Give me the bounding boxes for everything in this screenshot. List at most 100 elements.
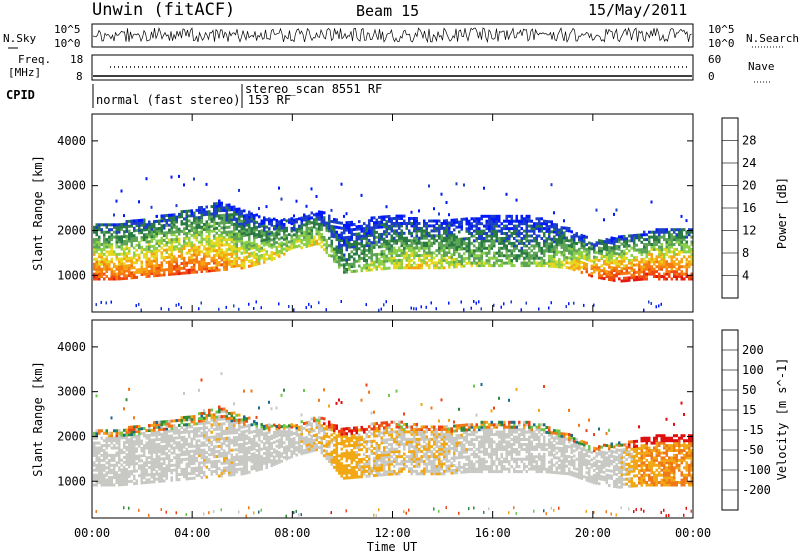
scatter-cell (105, 257, 108, 261)
scatter-cell (113, 436, 116, 440)
scatter-cell (313, 225, 316, 229)
scatter-cell (510, 249, 513, 253)
scatter-cell (415, 219, 418, 223)
scatter-cell (120, 267, 123, 271)
scatter-cell (623, 254, 626, 258)
scatter-cell (230, 468, 233, 472)
scatter-cell (113, 275, 116, 278)
scatter-cell (215, 221, 218, 225)
scatter-cell (645, 272, 648, 276)
scatter-cell (210, 269, 213, 273)
scatter-cell (450, 231, 453, 235)
scatter-cell (278, 230, 281, 234)
scatter-cell (143, 255, 146, 259)
scatter-cell (130, 271, 133, 275)
scatter-cell (480, 307, 482, 311)
scatter-cell (468, 241, 471, 245)
scatter-cell (675, 262, 678, 266)
scatter-cell (323, 235, 326, 239)
scatter-cell (128, 475, 131, 479)
scatter-cell (118, 252, 121, 256)
scatter-cell (113, 471, 116, 475)
scatter-cell (120, 478, 123, 482)
scatter-cell (208, 252, 211, 256)
scatter-cell (248, 254, 251, 258)
scatter-cell (145, 446, 148, 450)
scatter-cell (400, 229, 403, 233)
scatter-cell (103, 481, 106, 484)
scatter-cell (113, 446, 116, 450)
scatter-cell (485, 222, 488, 226)
scatter-cell (218, 422, 221, 426)
scatter-cell (595, 263, 598, 267)
scatter-cell (165, 231, 168, 235)
scatter-cell (235, 237, 238, 241)
scatter-cell (660, 255, 663, 259)
scatter-cell (400, 231, 403, 235)
scatter-cell (393, 224, 396, 228)
scatter-cell (505, 232, 508, 235)
scatter-cell (310, 211, 313, 215)
scatter-cell (378, 238, 381, 241)
scatter-cell (510, 300, 512, 304)
scatter-cell (205, 230, 208, 234)
scatter-cell (538, 244, 541, 248)
scatter-cell (228, 439, 231, 443)
scatter-cell (215, 251, 218, 255)
scatter-cell (108, 478, 111, 482)
scatter-cell (205, 242, 208, 246)
scatter-cell (128, 269, 131, 273)
scatter-cell (303, 238, 306, 242)
scatter-cell (223, 255, 226, 259)
scatter-cell (130, 219, 133, 223)
scatter-cell (373, 260, 376, 264)
scatter-cell (118, 458, 121, 462)
scatter-cell (163, 440, 166, 443)
scatter-cell (125, 264, 128, 268)
scatter-cell (433, 219, 436, 223)
scatter-cell (538, 222, 541, 226)
scatter-cell (153, 426, 156, 430)
scatter-cell (310, 221, 313, 225)
scatter-cell (133, 427, 136, 431)
scatter-cell (248, 264, 251, 268)
scatter-cell (420, 305, 422, 309)
scatter-cell (403, 251, 406, 255)
scatter-cell (513, 256, 516, 260)
scatter-cell (553, 225, 556, 229)
scatter-cell (375, 255, 378, 259)
scatter-cell (443, 236, 446, 240)
scatter-cell (370, 268, 373, 272)
scatter-cell (220, 219, 223, 222)
scatter-cell (678, 250, 681, 254)
scatter-cell (153, 445, 156, 449)
scatter-cell (223, 417, 226, 421)
scatter-cell (638, 273, 641, 276)
scatter-cell (438, 266, 441, 270)
scatter-cell (110, 228, 113, 232)
scatter-cell (305, 215, 308, 219)
scatter-cell (610, 236, 613, 240)
scatter-cell (218, 238, 221, 242)
scatter-cell (445, 258, 448, 262)
scatter-cell (255, 300, 257, 304)
scatter-cell (223, 414, 226, 418)
scatter-cell (215, 472, 218, 476)
scatter-cell (248, 426, 251, 430)
scatter-cell (470, 217, 473, 221)
scatter-cell (200, 257, 203, 261)
scatter-cell (355, 252, 358, 256)
scatter-cell (203, 255, 206, 258)
scatter-cell (175, 303, 177, 307)
scatter-cell (460, 247, 463, 251)
scatter-cell (448, 301, 450, 305)
scatter-cell (490, 232, 493, 235)
scatter-cell (118, 230, 121, 234)
scatter-cell (658, 233, 661, 237)
scatter-cell (680, 235, 683, 239)
scatter-cell (435, 307, 437, 311)
scatter-cell (653, 272, 656, 276)
scatter-cell (253, 246, 256, 250)
scatter-cell (165, 444, 168, 448)
scatter-cell (110, 431, 113, 435)
